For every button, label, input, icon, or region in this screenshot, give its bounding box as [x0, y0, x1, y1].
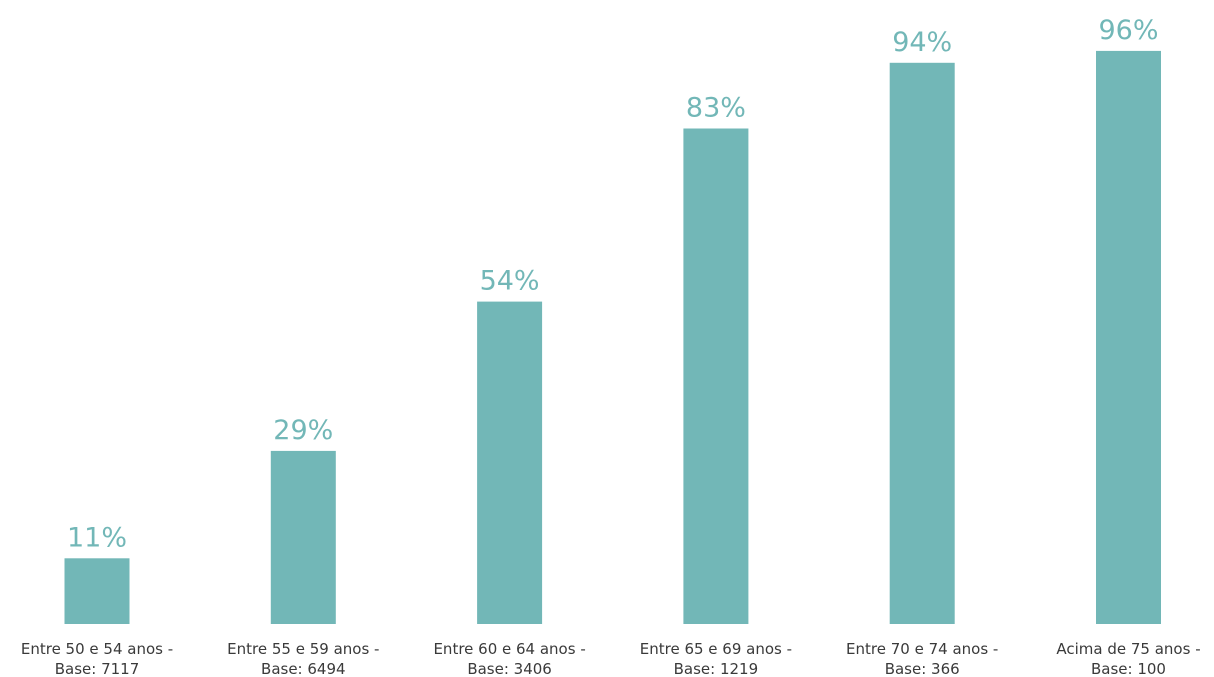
- category-label-line: Entre 50 e 54 anos -: [21, 640, 173, 658]
- category-labels-layer: Entre 50 e 54 anos - Base: 7117 Entre 55 e…: [21, 640, 1201, 677]
- bar-2: [477, 301, 543, 624]
- value-label-2: 54%: [480, 266, 540, 297]
- value-label-3: 83%: [686, 93, 746, 124]
- category-label-3: Entre 65 e 69 anos - Base: 1219: [640, 640, 792, 677]
- value-label-0: 11%: [67, 522, 127, 553]
- category-label-line: Acima de 75 anos -: [1056, 640, 1200, 658]
- category-label-5: Acima de 75 anos - Base: 100: [1056, 640, 1200, 677]
- category-label-line: Base: 366: [885, 660, 960, 677]
- value-label-5: 96%: [1098, 15, 1158, 46]
- category-label-2: Entre 60 e 64 anos - Base: 3406: [433, 640, 585, 677]
- category-label-line: Entre 65 e 69 anos -: [640, 640, 792, 658]
- category-label-line: Base: 6494: [261, 660, 346, 677]
- category-label-line: Base: 100: [1091, 660, 1166, 677]
- category-label-line: Base: 1219: [674, 660, 759, 677]
- bar-3: [683, 128, 749, 624]
- category-label-line: Entre 70 e 74 anos -: [846, 640, 998, 658]
- category-label-line: Base: 3406: [467, 660, 552, 677]
- category-label-4: Entre 70 e 74 anos - Base: 366: [846, 640, 998, 677]
- category-label-line: Entre 55 e 59 anos -: [227, 640, 379, 658]
- value-labels-layer: 11% 29% 54% 83% 94% 96%: [67, 15, 1159, 553]
- category-label-line: Entre 60 e 64 anos -: [433, 640, 585, 658]
- category-label-0: Entre 50 e 54 anos - Base: 7117: [21, 640, 173, 677]
- bar-1: [270, 450, 336, 624]
- bar-4: [889, 62, 955, 625]
- bar-5: [1096, 50, 1161, 624]
- value-label-4: 94%: [892, 27, 952, 58]
- category-label-line: Base: 7117: [55, 660, 140, 677]
- value-label-1: 29%: [273, 415, 333, 446]
- category-label-1: Entre 55 e 59 anos - Base: 6494: [227, 640, 379, 677]
- bars-layer: [64, 50, 1161, 625]
- bar-0: [64, 558, 130, 624]
